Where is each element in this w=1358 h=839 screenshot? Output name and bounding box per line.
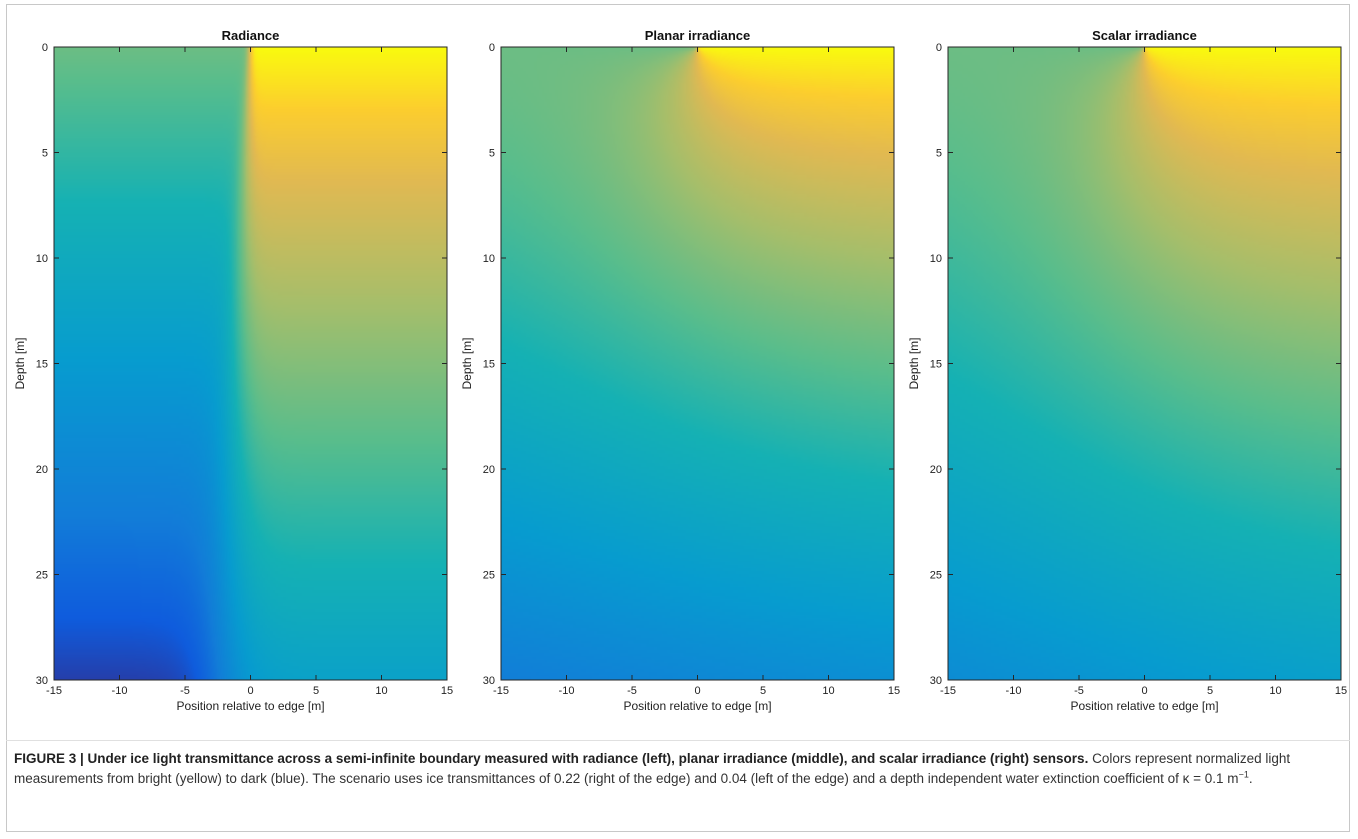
y-tick-label: 15 [483, 359, 495, 371]
y-tick-label: 5 [936, 148, 942, 160]
caption-lead: FIGURE 3 | Under ice light transmittance… [14, 751, 1089, 766]
y-tick-label: 25 [36, 570, 48, 582]
caption-divider [6, 740, 1350, 741]
x-tick-label: -15 [46, 685, 62, 697]
x-tick-label: -5 [1074, 685, 1084, 697]
y-tick-label: 25 [483, 570, 495, 582]
y-tick-label: 10 [930, 253, 942, 265]
heatmap-image [501, 47, 894, 680]
x-tick-label: -10 [559, 685, 575, 697]
y-tick-label: 20 [36, 464, 48, 476]
x-tick-label: 5 [760, 685, 766, 697]
y-axis-label: Depth [m] [460, 337, 474, 389]
y-tick-label: 5 [42, 148, 48, 160]
figure-svg: Radiance -15 -10 -5 0 5 10 15 0 5 10 15 20 25 30 Positi… [13, 28, 1347, 713]
x-tick-label: 5 [1207, 685, 1213, 697]
x-tick-label: 0 [1141, 685, 1147, 697]
y-tick-label: 10 [36, 253, 48, 265]
figure-area: Radiance -15 -10 -5 0 5 10 15 0 5 10 15 20 25 30 Positi… [13, 28, 1347, 713]
x-tick-label: 15 [1335, 685, 1347, 697]
x-axis-label: Position relative to edge [m] [1070, 699, 1218, 713]
x-tick-label: 15 [441, 685, 453, 697]
x-tick-label: -10 [1006, 685, 1022, 697]
y-tick-label: 0 [489, 42, 495, 54]
panel-1: Radiance -15 -10 -5 0 5 10 15 0 5 10 15 20 25 30 Positi… [13, 28, 453, 713]
y-tick-label: 30 [483, 675, 495, 687]
x-tick-label: -15 [493, 685, 509, 697]
x-tick-label: 10 [375, 685, 387, 697]
panel-title: Scalar irradiance [1092, 28, 1197, 43]
panel-3: Scalar irradiance -15 -10 -5 0 5 10 15 0 5 10 15 20 2… [907, 28, 1347, 713]
panel-title: Radiance [222, 28, 280, 43]
caption-end: . [1248, 771, 1253, 786]
y-tick-label: 5 [489, 148, 495, 160]
y-tick-label: 15 [930, 359, 942, 371]
y-tick-label: 25 [930, 570, 942, 582]
caption-superscript: −1 [1238, 769, 1249, 780]
heatmap-image [948, 47, 1341, 680]
x-tick-label: 0 [694, 685, 700, 697]
heatmap-image [54, 47, 447, 680]
x-tick-label: -10 [112, 685, 128, 697]
y-tick-label: 0 [42, 42, 48, 54]
panel-2: Planar irradiance -15 -10 -5 0 5 10 15 0 5 10 15 20 2… [460, 28, 900, 713]
x-axis-label: Position relative to edge [m] [176, 699, 324, 713]
y-tick-label: 0 [936, 42, 942, 54]
x-tick-label: 10 [1269, 685, 1281, 697]
y-tick-label: 30 [930, 675, 942, 687]
y-tick-label: 30 [36, 675, 48, 687]
panel-title: Planar irradiance [645, 28, 751, 43]
x-tick-label: -15 [940, 685, 956, 697]
y-axis-label: Depth [m] [907, 337, 921, 389]
y-tick-label: 20 [483, 464, 495, 476]
x-tick-label: 5 [313, 685, 319, 697]
y-axis-label: Depth [m] [13, 337, 27, 389]
y-tick-label: 20 [930, 464, 942, 476]
x-tick-label: -5 [627, 685, 637, 697]
x-tick-label: 0 [247, 685, 253, 697]
x-tick-label: -5 [180, 685, 190, 697]
caption-body: Colors represent normalized light measur… [14, 751, 1291, 786]
y-tick-label: 15 [36, 359, 48, 371]
x-tick-label: 10 [822, 685, 834, 697]
figure-caption: FIGURE 3 | Under ice light transmittance… [14, 749, 1344, 789]
x-tick-label: 15 [888, 685, 900, 697]
y-tick-label: 10 [483, 253, 495, 265]
x-axis-label: Position relative to edge [m] [623, 699, 771, 713]
